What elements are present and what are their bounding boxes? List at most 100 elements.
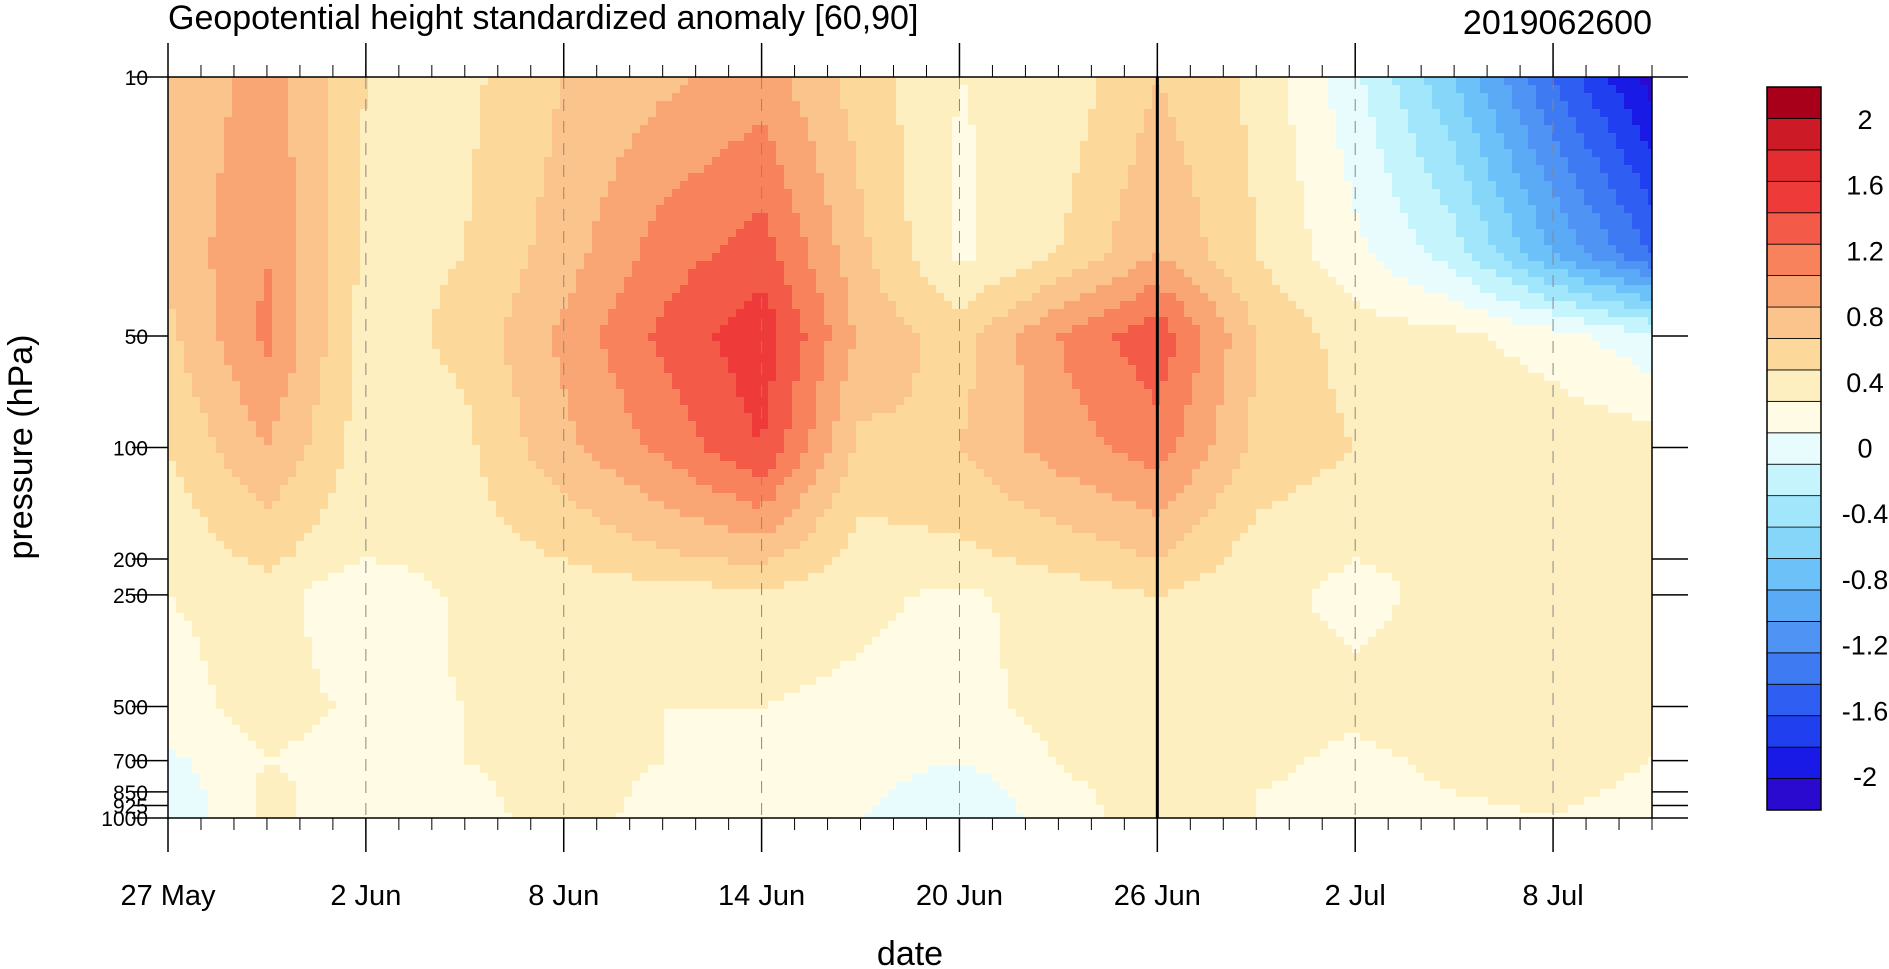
contour-cell [696,149,705,158]
contour-cell [1144,157,1153,166]
contour-cell [1536,93,1545,102]
contour-cell [184,125,193,134]
contour-cell [1496,205,1505,214]
contour-cell [1128,205,1137,214]
contour-cell [1104,213,1113,222]
contour-cell [1368,173,1377,182]
contour-cell [1432,85,1441,94]
contour-cell [424,213,433,222]
contour-cell [1408,85,1417,94]
contour-cell [1008,181,1017,190]
contour-cell [1472,205,1481,214]
contour-cell [1008,197,1017,206]
contour-cell [608,85,617,94]
contour-cell [1232,125,1241,134]
contour-cell [256,221,265,230]
contour-cell [272,189,281,198]
contour-cell [784,189,793,198]
contour-cell [536,181,545,190]
contour-cell [320,213,329,222]
contour-cell [752,77,761,86]
contour-cell [304,125,313,134]
contour-cell [1408,197,1417,206]
contour-cell [1264,149,1273,158]
contour-cell [416,77,425,86]
contour-cell [1216,205,1225,214]
contour-cell [1088,109,1097,118]
contour-cell [1584,85,1593,94]
contour-cell [720,149,729,158]
contour-cell [568,213,577,222]
contour-cell [848,85,857,94]
contour-cell [1560,213,1569,222]
contour-cell [1560,93,1569,102]
contour-cell [1216,141,1225,150]
contour-cell [1048,149,1057,158]
contour-cell [1536,133,1545,142]
contour-cell [640,141,649,150]
contour-cell [480,213,489,222]
contour-cell [1168,101,1177,110]
contour-cell [1376,85,1385,94]
contour-cell [928,189,937,198]
contour-cell [1608,173,1617,182]
contour-cell [416,189,425,198]
contour-cell [904,189,913,198]
contour-cell [880,173,889,182]
contour-cell [1192,181,1201,190]
contour-cell [1616,189,1625,198]
contour-cell [832,125,841,134]
contour-cell [1416,213,1425,222]
contour-cell [1240,77,1249,86]
contour-cell [1200,181,1209,190]
contour-cell [864,205,873,214]
contour-cell [1096,77,1105,86]
contour-cell [1032,125,1041,134]
contour-cell [1424,125,1433,134]
contour-cell [1248,173,1257,182]
contour-cell [1584,173,1593,182]
contour-cell [504,77,513,86]
contour-cell [288,141,297,150]
contour-cell [304,77,313,86]
contour-cell [1232,173,1241,182]
contour-cell [1400,141,1409,150]
contour-cell [1080,205,1089,214]
contour-cell [472,173,481,182]
contour-cell [1032,173,1041,182]
contour-cell [920,93,929,102]
contour-cell [312,205,321,214]
contour-cell [1568,181,1577,190]
contour-cell [1544,125,1553,134]
contour-cell [832,165,841,174]
contour-cell [1624,101,1633,110]
contour-cell [1216,133,1225,142]
contour-cell [1272,117,1281,126]
contour-cell [1584,133,1593,142]
contour-cell [1472,157,1481,166]
contour-cell [648,173,657,182]
contour-cell [944,181,953,190]
contour-cell [872,189,881,198]
contour-cell [1040,125,1049,134]
contour-cell [680,165,689,174]
contour-cell [488,149,497,158]
contour-cell [672,109,681,118]
contour-cell [784,149,793,158]
contour-cell [400,93,409,102]
contour-cell [664,117,673,126]
contour-cell [1216,173,1225,182]
contour-cell [1232,133,1241,142]
contour-cell [1624,109,1633,118]
contour-cell [864,85,873,94]
contour-cell [904,101,913,110]
contour-cell [368,85,377,94]
contour-cell [1312,149,1321,158]
contour-cell [1432,125,1441,134]
contour-cell [400,165,409,174]
contour-cell [792,173,801,182]
contour-cell [944,133,953,142]
contour-cell [1024,157,1033,166]
contour-cell [768,157,777,166]
contour-cell [1264,117,1273,126]
